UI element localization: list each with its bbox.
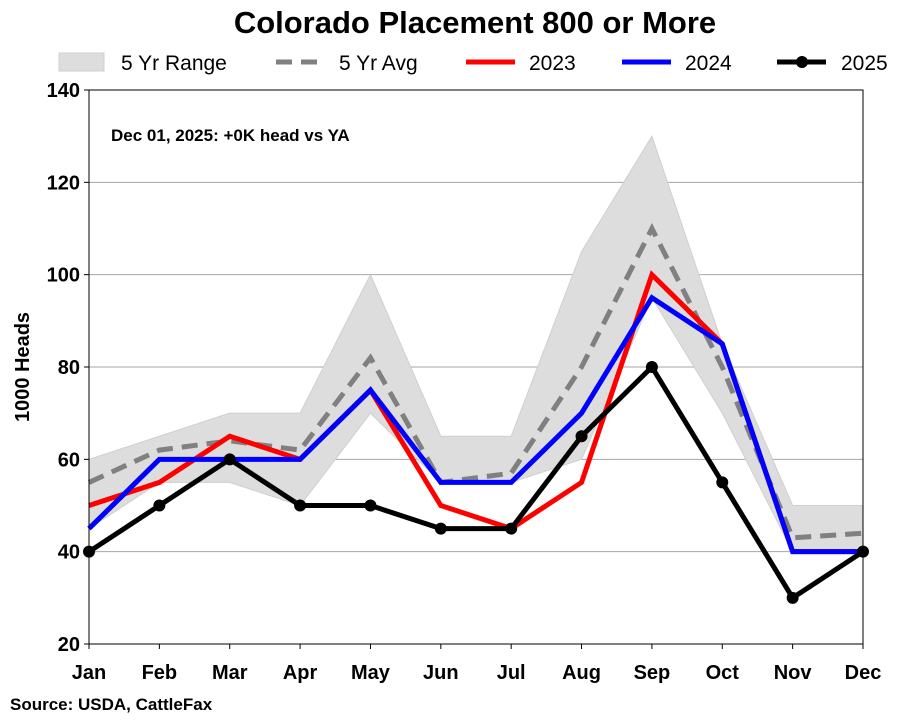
- legend: 5 Yr Range 5 Yr Avg 2023 2024 2025: [58, 52, 888, 75]
- legend-label-2025: 2025: [841, 52, 888, 75]
- y-tick-label-40: 40: [58, 542, 80, 564]
- point-2025-oct: [716, 476, 729, 489]
- gridlines: [89, 181, 863, 553]
- x-tick-label-aug: Aug: [562, 662, 601, 684]
- source-note: Source: USDA, CattleFax: [10, 695, 213, 714]
- y-tick-label-140: 140: [47, 80, 80, 102]
- x-tick-label-oct: Oct: [706, 662, 740, 684]
- point-2025-sep: [645, 361, 658, 373]
- x-tick-label-mar: Mar: [212, 662, 248, 684]
- point-2025-mar: [223, 453, 236, 466]
- x-tick-label-jan: Jan: [72, 662, 106, 684]
- annotation: Dec 01, 2025: +0K head vs YA: [111, 126, 350, 145]
- legend-label-2024: 2024: [685, 52, 732, 75]
- y-tick-label-100: 100: [47, 265, 80, 287]
- range-band-5-yr-range: [88, 134, 864, 553]
- x-tick-label-dec: Dec: [845, 662, 882, 684]
- y-tick-label-60: 60: [58, 449, 80, 471]
- x-tick-label-jul: Jul: [497, 662, 526, 684]
- y-axis-ticks: 20 40 60 80 100 120 140: [47, 80, 89, 656]
- point-2025-nov: [786, 591, 799, 604]
- y-tick-label-80: 80: [58, 357, 80, 379]
- legend-label-2023: 2023: [529, 52, 576, 75]
- x-tick-label-feb: Feb: [142, 662, 178, 684]
- y-axis-label: 1000 Heads: [12, 312, 34, 422]
- series-line-2024: [87, 294, 863, 555]
- legend-swatch-5-yr-range: [58, 52, 105, 72]
- chart-title: Colorado Placement 800 or More: [234, 5, 716, 40]
- x-tick-label-nov: Nov: [774, 662, 813, 684]
- x-tick-label-may: May: [351, 662, 391, 684]
- point-2025-jun: [434, 522, 447, 535]
- point-2025-jul: [505, 522, 518, 535]
- legend-label-5-yr-avg: 5 Yr Avg: [339, 52, 418, 75]
- legend-marker-2025: [796, 56, 808, 68]
- point-2025-feb: [153, 499, 166, 512]
- x-axis-ticks: Jan Feb Mar Apr May Jun Jul Aug Sep Oct Nov Dec: [72, 644, 882, 684]
- y-tick-label-20: 20: [58, 634, 80, 656]
- legend-label-5-yr-range: 5 Yr Range: [121, 52, 227, 75]
- series-line-2025: [87, 363, 865, 602]
- point-2025-apr: [294, 499, 307, 512]
- range-band-layer: [88, 134, 864, 553]
- x-tick-label-jun: Jun: [423, 662, 459, 684]
- x-tick-label-sep: Sep: [634, 662, 671, 684]
- x-tick-label-apr: Apr: [283, 662, 318, 684]
- point-2025-aug: [575, 430, 588, 443]
- y-tick-label-120: 120: [47, 172, 80, 194]
- point-2025-may: [364, 499, 377, 512]
